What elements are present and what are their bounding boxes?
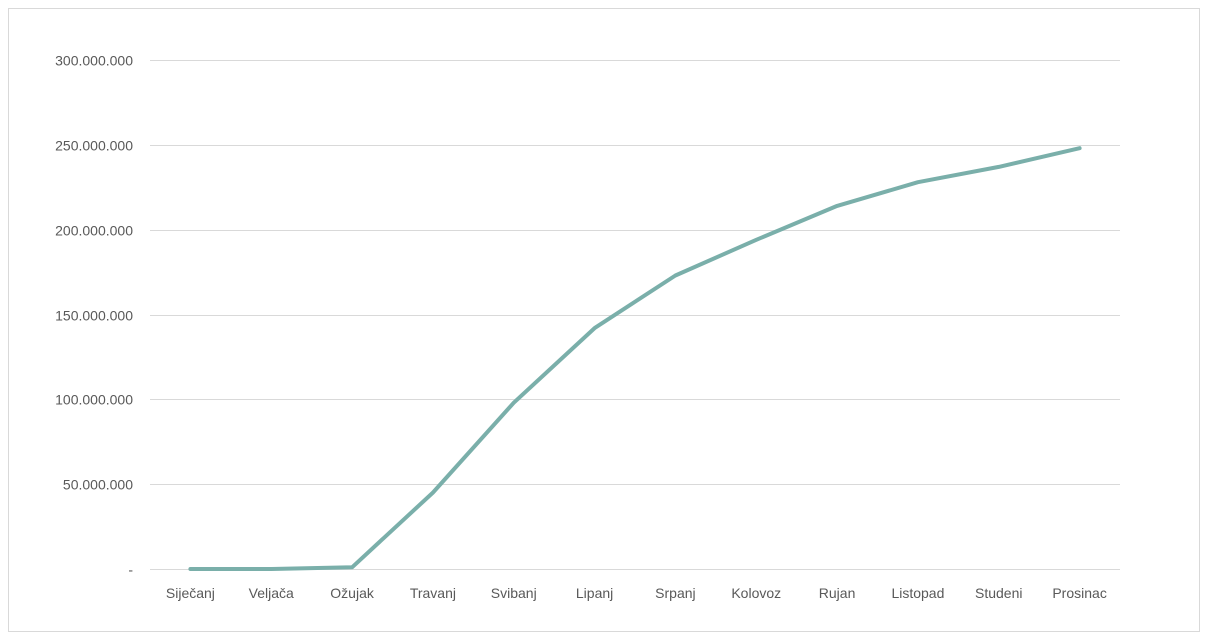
x-tick-label: Siječanj: [166, 585, 215, 601]
x-tick-label: Kolovoz: [731, 585, 781, 601]
y-tick-label: 250.000.000: [55, 138, 133, 154]
x-tick-label: Srpanj: [655, 585, 695, 601]
x-tick-label: Travanj: [410, 585, 456, 601]
y-tick-label: 150.000.000: [55, 308, 133, 324]
series-lines: [188, 146, 1082, 571]
x-tick-label: Listopad: [891, 585, 944, 601]
gridlines: [150, 60, 1120, 570]
y-tick-label: 300.000.000: [55, 53, 133, 69]
x-tick-label: Studeni: [975, 585, 1022, 601]
x-tick-label: Veljača: [249, 585, 294, 601]
x-tick-label: Rujan: [819, 585, 856, 601]
x-axis-ticks: Siječanj Veljača Ožujak Travanj Svibanj Lipan…: [166, 585, 1107, 601]
x-tick-label: Prosinac: [1052, 585, 1106, 601]
series-line: [188, 146, 1082, 571]
y-tick-label: 200.000.000: [55, 223, 133, 239]
y-tick-label: 100.000.000: [55, 392, 133, 408]
x-tick-label: Svibanj: [491, 585, 537, 601]
y-axis-ticks: - 50.000.000 100.000.000 150.000.000 200.000…: [55, 53, 133, 578]
y-tick-label: 50.000.000: [63, 477, 133, 493]
x-tick-label: Lipanj: [576, 585, 613, 601]
y-tick-label: -: [128, 562, 133, 578]
x-tick-label: Ožujak: [330, 585, 375, 601]
